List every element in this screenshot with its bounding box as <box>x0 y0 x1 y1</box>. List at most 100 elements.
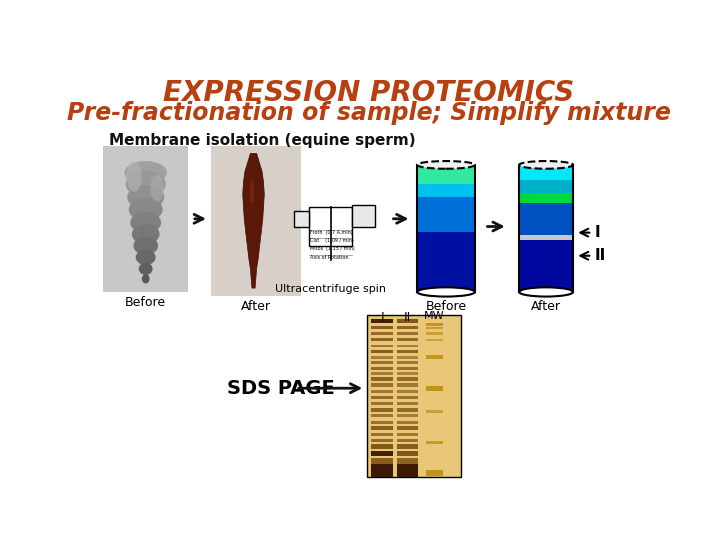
Bar <box>372 426 393 430</box>
Bar <box>426 355 443 359</box>
Bar <box>519 180 573 193</box>
Bar <box>397 356 418 359</box>
Ellipse shape <box>132 224 160 244</box>
Bar <box>372 464 393 471</box>
Bar <box>397 367 418 370</box>
Bar <box>397 470 418 477</box>
Text: Axis of Rotation: Axis of Rotation <box>310 255 349 260</box>
Bar <box>397 396 418 399</box>
Bar <box>519 165 573 292</box>
Bar <box>397 319 418 323</box>
Polygon shape <box>243 153 264 288</box>
Ellipse shape <box>150 174 164 201</box>
Bar <box>372 373 393 375</box>
Bar <box>397 444 418 449</box>
Bar <box>372 356 393 359</box>
Bar <box>397 464 418 471</box>
Bar <box>372 383 393 387</box>
Text: After: After <box>531 300 561 313</box>
Ellipse shape <box>130 212 161 233</box>
Bar <box>519 203 573 235</box>
Ellipse shape <box>417 161 475 169</box>
Bar <box>397 345 418 347</box>
Bar <box>519 193 573 203</box>
Ellipse shape <box>127 161 142 192</box>
Bar <box>397 421 418 423</box>
Bar <box>309 207 352 246</box>
Bar <box>372 390 393 393</box>
Bar <box>372 367 393 370</box>
Ellipse shape <box>125 161 167 184</box>
Bar <box>372 319 393 323</box>
Bar <box>426 470 443 476</box>
Bar <box>372 361 393 365</box>
Text: I: I <box>380 311 384 324</box>
Bar <box>367 315 462 477</box>
Bar <box>372 402 393 405</box>
Bar <box>372 433 393 436</box>
Bar <box>397 390 418 393</box>
Ellipse shape <box>135 249 156 265</box>
Bar <box>417 165 475 184</box>
Ellipse shape <box>129 198 163 221</box>
Text: EXPRESSION PROTEOMICS: EXPRESSION PROTEOMICS <box>163 79 575 107</box>
Bar <box>417 184 475 197</box>
Bar <box>372 332 393 335</box>
Bar <box>352 205 375 226</box>
Text: Pre-fractionation of sample; Simplify mixture: Pre-fractionation of sample; Simplify mi… <box>67 101 671 125</box>
Text: II: II <box>595 248 606 264</box>
Text: II: II <box>404 311 411 324</box>
Bar <box>426 386 443 390</box>
Bar <box>426 323 443 326</box>
Text: SDS PAGE: SDS PAGE <box>227 379 334 397</box>
Bar <box>372 457 393 464</box>
Bar <box>519 240 573 292</box>
Bar <box>372 444 393 449</box>
Ellipse shape <box>519 161 573 169</box>
Bar <box>397 414 418 417</box>
Ellipse shape <box>133 237 158 255</box>
Text: Before: Before <box>125 296 166 309</box>
Bar <box>397 332 418 335</box>
Text: Membrane isolation (equine sperm): Membrane isolation (equine sperm) <box>109 132 415 147</box>
Ellipse shape <box>417 287 475 296</box>
Bar <box>397 438 418 442</box>
Bar <box>397 350 418 353</box>
Bar <box>397 408 418 411</box>
Ellipse shape <box>127 185 164 210</box>
Bar <box>397 433 418 436</box>
Bar <box>372 350 393 353</box>
Bar <box>397 451 418 456</box>
Text: Cist    (1.09 / min): Cist (1.09 / min) <box>310 238 354 243</box>
Text: Mitos  (1.15 / min): Mitos (1.15 / min) <box>310 246 355 251</box>
Bar <box>372 396 393 399</box>
Bar <box>397 402 418 405</box>
Bar <box>397 426 418 430</box>
Bar <box>372 377 393 381</box>
Bar <box>372 421 393 423</box>
Bar <box>397 377 418 381</box>
Bar <box>397 457 418 464</box>
Text: Froth  (0.7 A.min): Froth (0.7 A.min) <box>310 231 353 235</box>
Bar <box>104 146 188 292</box>
Bar <box>372 345 393 347</box>
Bar <box>372 470 393 477</box>
Bar <box>426 333 443 335</box>
Text: After: After <box>241 300 271 313</box>
Bar <box>426 339 443 341</box>
Bar <box>397 373 418 375</box>
Ellipse shape <box>250 180 254 204</box>
Bar <box>397 361 418 365</box>
Bar <box>397 383 418 387</box>
Bar <box>417 232 475 292</box>
Text: Before: Before <box>426 300 467 313</box>
Bar <box>417 197 475 232</box>
Bar <box>372 408 393 411</box>
Bar <box>372 451 393 456</box>
Bar <box>417 165 475 292</box>
Bar <box>372 414 393 417</box>
Bar <box>211 146 301 296</box>
Bar <box>426 441 443 444</box>
Ellipse shape <box>519 287 573 296</box>
Bar <box>519 165 573 180</box>
